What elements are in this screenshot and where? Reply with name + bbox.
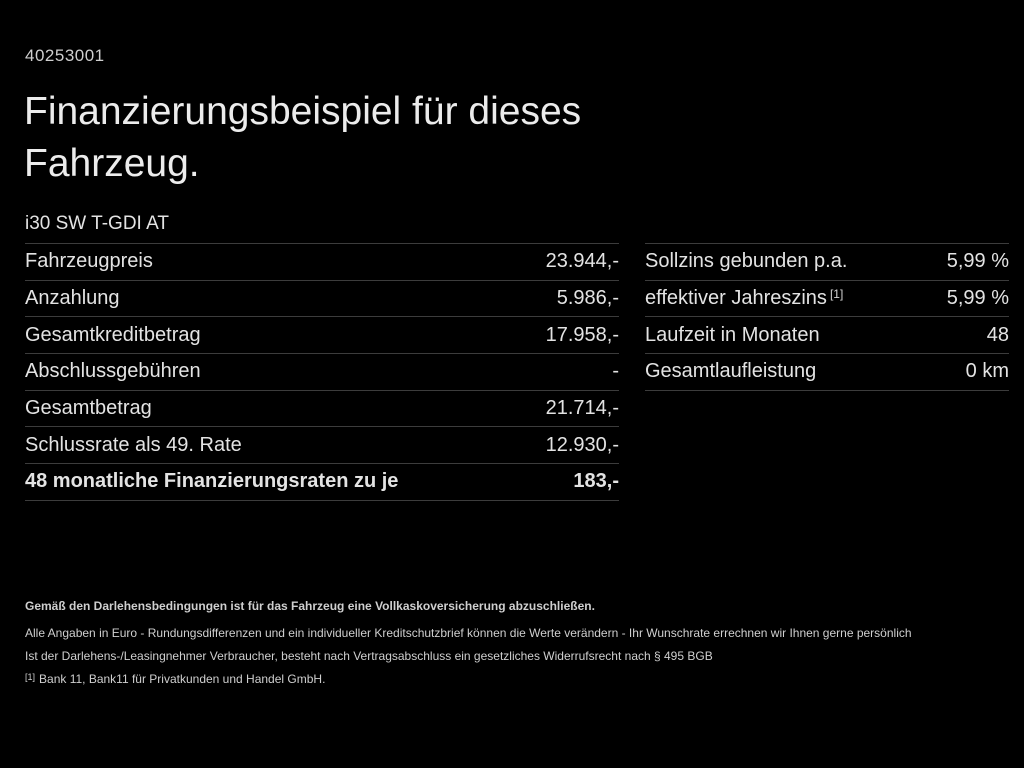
row-value: 5,99 % bbox=[946, 250, 1009, 273]
row-value: 183,- bbox=[573, 470, 619, 493]
table-row-sollzins: Sollzins gebunden p.a. 5,99 % bbox=[645, 244, 1009, 281]
footnote-text: Bank 11, Bank11 für Privatkunden und Han… bbox=[39, 672, 326, 686]
page-title: Finanzierungsbeispiel für dieses Fahrzeug… bbox=[24, 86, 581, 190]
row-label: Sollzins gebunden p.a. bbox=[645, 250, 848, 273]
financing-conditions-table: Sollzins gebunden p.a. 5,99 % effektiver… bbox=[645, 243, 1009, 391]
row-value: 23.944,- bbox=[545, 250, 619, 273]
row-label-text: effektiver Jahreszins bbox=[645, 287, 827, 310]
page-title-line2: Fahrzeug. bbox=[24, 142, 200, 185]
row-value: 12.930,- bbox=[545, 433, 619, 456]
row-label: Anzahlung bbox=[25, 287, 120, 310]
fineprint-disclaimer-line2: Ist der Darlehens-/Leasingnehmer Verbrau… bbox=[25, 649, 713, 663]
vehicle-model: i30 SW T-GDI AT bbox=[25, 213, 169, 234]
table-row-monatsrate: 48 monatliche Finanzierungsraten zu je 1… bbox=[25, 464, 619, 501]
row-label: Gesamtbetrag bbox=[25, 397, 152, 420]
table-row-schlussrate: Schlussrate als 49. Rate 12.930,- bbox=[25, 427, 619, 465]
row-label: Schlussrate als 49. Rate bbox=[25, 433, 242, 456]
row-value: 5.986,- bbox=[556, 287, 619, 310]
table-row-gesamtbetrag: Gesamtbetrag 21.714,- bbox=[25, 391, 619, 428]
row-value: 17.958,- bbox=[545, 323, 619, 346]
table-row-gesamtlaufleistung: Gesamtlaufleistung 0 km bbox=[645, 354, 1009, 391]
row-value: 21.714,- bbox=[545, 397, 619, 420]
table-row-fahrzeugpreis: Fahrzeugpreis 23.944,- bbox=[25, 244, 619, 281]
offer-number: 40253001 bbox=[25, 46, 105, 65]
fineprint-insurance-note: Gemäß den Darlehensbedingungen ist für d… bbox=[25, 599, 595, 613]
footnote-reference: [1] bbox=[829, 287, 844, 302]
row-value: 48 bbox=[986, 323, 1009, 346]
table-row-effektiver-jahreszins: effektiver Jahreszins [1] 5,99 % bbox=[645, 281, 1009, 318]
fineprint-footnote: [1] Bank 11, Bank11 für Privatkunden und … bbox=[25, 672, 1015, 687]
row-label: effektiver Jahreszins [1] bbox=[645, 287, 843, 310]
row-label: Fahrzeugpreis bbox=[25, 250, 153, 273]
row-label: Abschlussgebühren bbox=[25, 360, 201, 383]
fineprint-section: Gemäß den Darlehensbedingungen ist für d… bbox=[25, 599, 1015, 696]
page-title-line1: Finanzierungsbeispiel für dieses bbox=[24, 90, 582, 133]
footnote-marker: [1] bbox=[25, 672, 36, 682]
row-label: Laufzeit in Monaten bbox=[645, 323, 820, 346]
fineprint-disclaimer-line1: Alle Angaben in Euro - Rundungsdifferenz… bbox=[25, 626, 912, 640]
row-label: Gesamtlaufleistung bbox=[645, 360, 817, 383]
row-label: 48 monatliche Finanzierungsraten zu je bbox=[25, 470, 399, 493]
row-value: - bbox=[612, 360, 619, 383]
financing-amounts-table: Fahrzeugpreis 23.944,- Anzahlung 5.986,-… bbox=[25, 243, 619, 501]
row-value: 5,99 % bbox=[946, 287, 1009, 310]
row-value: 0 km bbox=[965, 360, 1009, 383]
table-row-anzahlung: Anzahlung 5.986,- bbox=[25, 281, 619, 318]
table-row-laufzeit: Laufzeit in Monaten 48 bbox=[645, 317, 1009, 355]
table-row-abschlussgebuehren: Abschlussgebühren - bbox=[25, 354, 619, 391]
row-label: Gesamtkreditbetrag bbox=[25, 323, 201, 346]
table-row-gesamtkreditbetrag: Gesamtkreditbetrag 17.958,- bbox=[25, 317, 619, 355]
